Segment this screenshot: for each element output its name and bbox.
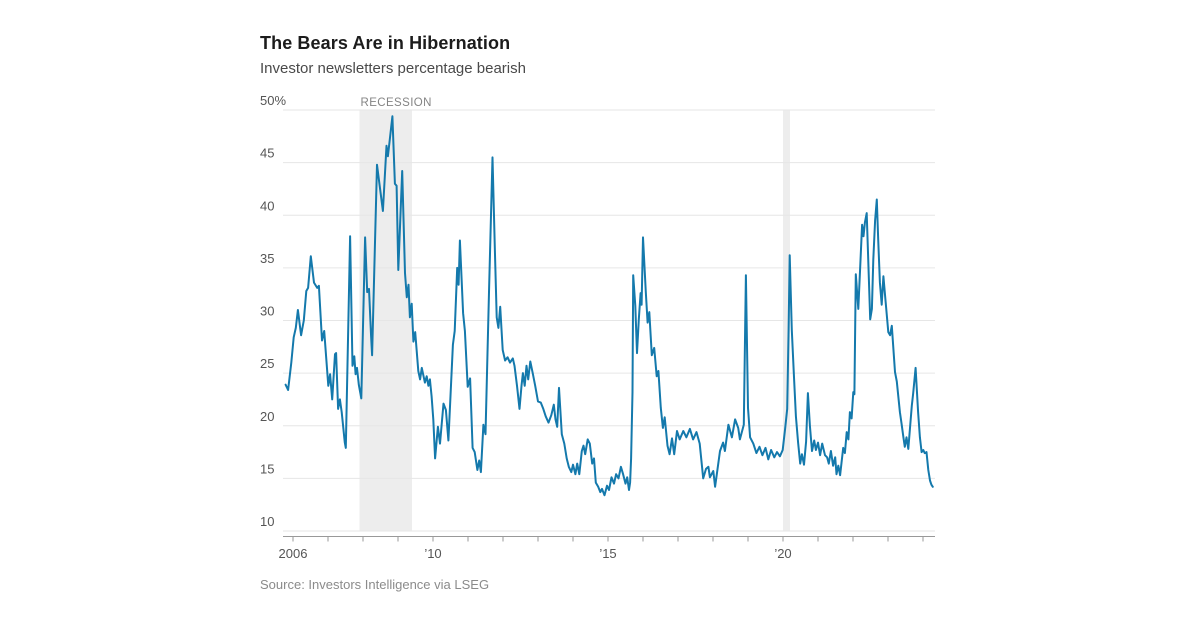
y-tick-label: 35 [260, 251, 274, 266]
x-tick-label: ’15 [599, 546, 616, 561]
chart-subtitle: Investor newsletters percentage bearish [260, 60, 526, 77]
y-tick-label: 15 [260, 461, 274, 476]
chart-title: The Bears Are in Hibernation [260, 33, 511, 53]
y-tick-label: 20 [260, 409, 274, 424]
y-tick-label: 30 [260, 304, 274, 319]
y-tick-label: 25 [260, 356, 274, 371]
y-tick-label: 50% [260, 93, 286, 108]
x-tick-label: ’10 [424, 546, 441, 561]
y-tick-label: 10 [260, 514, 274, 529]
source-note: Source: Investors Intelligence via LSEG [260, 577, 490, 592]
x-tick-label: ’20 [774, 546, 791, 561]
recession-label: RECESSION [361, 97, 432, 109]
bears-series-line [284, 115, 934, 497]
y-tick-label: 40 [260, 198, 274, 213]
x-tick-label: 2006 [279, 546, 308, 561]
y-tick-label: 45 [260, 146, 274, 161]
